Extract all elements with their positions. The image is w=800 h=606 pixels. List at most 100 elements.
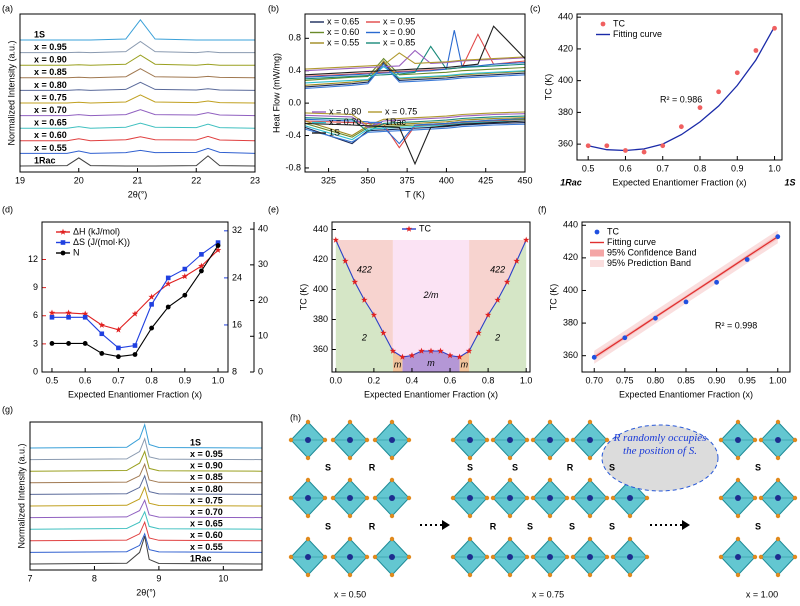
site-label: R <box>369 462 376 472</box>
y3-tick-label: 0 <box>258 366 263 376</box>
phase-region <box>392 240 470 357</box>
halide-site <box>305 455 311 461</box>
x-tick-label: 0.8 <box>694 163 707 173</box>
halide-site <box>547 419 553 425</box>
marker <box>683 299 689 305</box>
halide-site <box>735 572 741 578</box>
halide-site <box>347 536 353 542</box>
halide-site <box>775 572 781 578</box>
y-tick-label: 420 <box>563 252 578 262</box>
metal-site <box>389 495 395 501</box>
y-tick-label: 12 <box>28 254 38 264</box>
marker <box>65 309 72 316</box>
y-tick-label: 9 <box>33 282 38 292</box>
halide-site <box>547 536 553 542</box>
halide-site <box>758 554 764 560</box>
y2-tick-label: 24 <box>232 272 242 282</box>
marker <box>132 343 138 348</box>
series-line <box>304 33 526 77</box>
site-label: S <box>325 462 331 472</box>
halide-site <box>758 495 764 501</box>
x-axis-label: 2θ(°) <box>128 189 148 199</box>
y3-tick-label: 40 <box>258 224 268 234</box>
halide-site <box>389 419 395 425</box>
fit-line <box>588 26 776 152</box>
halide-site <box>735 477 741 483</box>
marker <box>456 353 463 360</box>
x-tick-label: 325 <box>321 175 336 185</box>
halide-site <box>547 477 553 483</box>
y-tick-label: 360 <box>563 350 578 360</box>
y-tick-label: 380 <box>313 314 328 324</box>
legend-label: x = 0.95 <box>383 16 415 26</box>
marker <box>446 352 454 359</box>
marker <box>734 70 740 76</box>
marker <box>437 347 444 354</box>
marker <box>115 354 121 360</box>
arrow-head <box>682 520 690 530</box>
halide-site <box>530 554 536 560</box>
halide-site <box>372 495 378 501</box>
halide-site <box>524 554 530 560</box>
metal-site <box>347 437 353 443</box>
trace-label: 1S <box>34 29 45 39</box>
marker <box>198 262 205 269</box>
series-line <box>304 66 526 84</box>
y2-tick-label: 32 <box>232 225 242 235</box>
series-line <box>304 30 526 78</box>
trace-label: x = 0.90 <box>34 55 67 65</box>
halide-site <box>735 536 741 542</box>
metal-site <box>507 495 513 501</box>
x-tick-label: 0.7 <box>656 163 669 173</box>
halide-site <box>507 536 513 542</box>
y-tick-label: 420 <box>313 254 328 264</box>
halide-site <box>467 477 473 483</box>
halide-site <box>570 495 576 501</box>
panel-label: (g) <box>2 404 13 414</box>
trace-label: x = 0.75 <box>190 495 223 505</box>
site-label: S <box>569 521 575 531</box>
y-axis-label: TC (K) <box>298 284 308 311</box>
x-tick-label: 1.0 <box>520 375 533 385</box>
x-axis-label: 2θ(°) <box>136 587 156 597</box>
caption: x = 0.75 <box>532 589 564 599</box>
series-line <box>304 63 526 90</box>
y-tick-label: 420 <box>558 43 573 53</box>
legend-label: x = 0.90 <box>383 27 415 37</box>
y-tick-label: 380 <box>558 107 573 117</box>
panel-label: (c) <box>530 3 541 13</box>
halide-site <box>484 554 490 560</box>
halide-site <box>718 437 724 443</box>
marker <box>494 296 501 303</box>
marker <box>641 149 647 155</box>
y-axis-label: TC (K) <box>543 74 553 101</box>
legend-label: Fitting curve <box>607 237 656 247</box>
plot-frame <box>41 221 229 373</box>
marker <box>215 240 221 245</box>
x-tick-label: 23 <box>250 175 260 185</box>
legend-label: x = 0.55 <box>327 37 359 47</box>
halide-site <box>364 495 370 501</box>
x-tick-label: 9 <box>156 573 161 583</box>
trace-label: x = 0.90 <box>190 461 223 471</box>
site-label: R <box>490 521 497 531</box>
x-tick-label: 350 <box>360 175 375 185</box>
marker <box>82 341 88 346</box>
halide-site <box>467 455 473 461</box>
halide-site <box>718 495 724 501</box>
series-line <box>304 57 526 81</box>
note-bubble <box>601 424 719 492</box>
halide-site <box>564 495 570 501</box>
x-tick-label: 22 <box>191 175 201 185</box>
metal-site <box>347 554 353 560</box>
marker <box>165 304 171 310</box>
marker <box>465 347 473 354</box>
marker <box>332 236 339 243</box>
site-label: R <box>567 462 574 472</box>
legend-label: TC <box>613 18 625 28</box>
halide-site <box>389 513 395 519</box>
halide-site <box>507 513 513 519</box>
halide-site <box>347 477 353 483</box>
marker <box>591 354 597 360</box>
note-text: R randomly occupies the position of S. <box>613 432 707 457</box>
